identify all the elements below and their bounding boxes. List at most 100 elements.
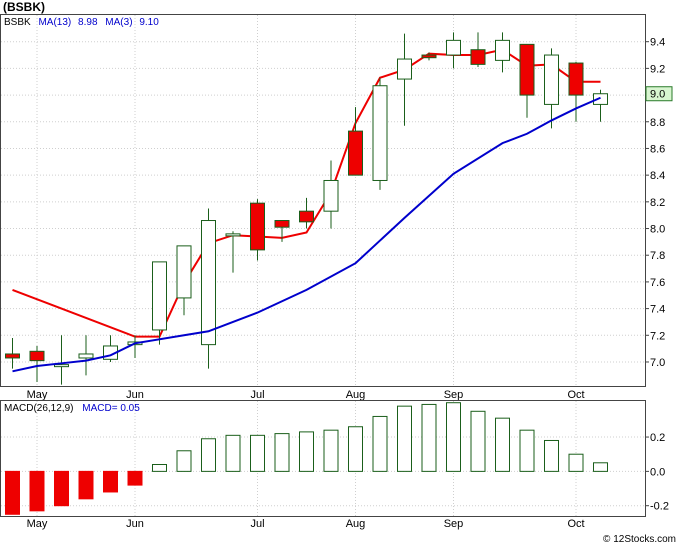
macd-bar-positive	[152, 464, 167, 472]
candle	[372, 77, 388, 190]
candle-body-up	[78, 353, 94, 359]
price-y-tick-label: 9.4	[650, 37, 665, 49]
candle-body-down	[568, 62, 584, 96]
candle	[568, 61, 584, 122]
candle	[225, 231, 241, 273]
price-x-tick-label: Jul	[250, 389, 264, 401]
candle-body-down	[274, 220, 290, 228]
candle	[470, 32, 486, 68]
price-y-tick-label: 7.0	[650, 357, 665, 369]
macd-legend: MACD(26,12,9) MACD= 0.05	[4, 403, 140, 414]
price-y-tick-label: 9.2	[650, 63, 665, 75]
macd-x-tick-label: May	[27, 518, 48, 530]
macd-bar-positive	[397, 405, 412, 472]
macd-bar-negative	[78, 470, 94, 500]
candle	[201, 208, 216, 369]
price-x-tick-label: Jun	[126, 389, 144, 401]
candle-body-up	[372, 85, 388, 181]
candle-body-down	[470, 49, 486, 65]
ma3-series	[12, 48, 601, 338]
macd-y-tick-label: 0.2	[650, 432, 665, 444]
price-y-tick-label: 8.0	[650, 224, 665, 236]
macd-bar-positive	[323, 429, 339, 472]
candle-body-up	[152, 261, 167, 331]
macd-bar-positive	[544, 439, 559, 472]
macd-bar-negative	[127, 470, 143, 486]
macd-x-tick-label: Aug	[346, 518, 366, 530]
candle	[593, 89, 608, 122]
candle-body-up	[544, 54, 559, 105]
macd-y-axis: -0.2 0.0 0.2	[645, 432, 669, 513]
price-y-tick-label: 8.8	[650, 117, 665, 129]
macd-bar-positive	[446, 402, 461, 472]
candle	[495, 32, 510, 73]
candle-body-down	[299, 210, 314, 223]
legend-ma3-label: MA(3)	[105, 17, 132, 28]
price-x-tick-label: Aug	[346, 389, 366, 401]
macd-bar-positive	[495, 417, 510, 472]
candle-body-up	[225, 233, 241, 237]
price-y-tick-label: 7.8	[650, 250, 665, 262]
candle	[29, 345, 45, 382]
candle	[544, 48, 559, 129]
candle-body-up	[176, 245, 192, 299]
candle	[274, 220, 290, 242]
candle-body-down	[348, 130, 363, 176]
macd-bar-negative	[103, 470, 118, 493]
price-y-tick-label: 8.6	[650, 143, 665, 155]
macd-legend-value-label: MACD=	[82, 403, 117, 414]
legend-ticker: BSBK	[4, 17, 31, 28]
macd-bar-positive	[568, 453, 584, 472]
candle	[78, 335, 94, 376]
candle	[54, 335, 69, 385]
candle-body-up	[54, 364, 69, 368]
candle-body-up	[495, 39, 510, 61]
macd-x-tick-label: Oct	[567, 518, 584, 530]
macd-bar-negative	[29, 470, 45, 512]
price-y-tick-label: 7.6	[650, 277, 665, 289]
candle	[152, 261, 167, 345]
macd-panel-frame	[0, 400, 646, 517]
macd-x-tick-label: Jun	[126, 518, 144, 530]
candle-body-up	[446, 39, 461, 56]
candle-body-down	[519, 43, 535, 96]
candle-body-up	[323, 179, 339, 212]
macd-y-tick-label: 0.0	[650, 466, 665, 478]
candle-body-up	[397, 58, 412, 80]
legend-ma3-value: 9.10	[139, 17, 159, 28]
candle	[176, 245, 192, 316]
chart-title: (BSBK)	[3, 0, 45, 14]
last-price-marker: 9.0	[645, 86, 673, 102]
candle	[5, 337, 20, 369]
ma13-line	[12, 96, 601, 373]
candle	[446, 32, 461, 69]
candle-body-down	[29, 350, 45, 362]
price-x-axis: May Jun Jul Aug Sep Oct	[27, 389, 585, 401]
macd-bar-positive	[299, 431, 314, 472]
macd-bar-positive	[421, 403, 437, 472]
price-x-tick-label: Oct	[567, 389, 584, 401]
legend-ma13-label: MA(13)	[38, 17, 71, 28]
price-legend: BSBK MA(13) 8.98 MA(3) 9.10	[4, 17, 159, 28]
candle	[299, 197, 314, 229]
candle	[348, 107, 363, 176]
macd-bar-positive	[519, 429, 535, 472]
price-panel-frame	[0, 14, 646, 387]
candles	[5, 32, 608, 385]
ma3-line	[12, 48, 601, 338]
macd-x-axis: May Jun Jul Aug Sep Oct	[27, 518, 585, 530]
last-price-box	[645, 86, 673, 102]
legend-ma13-value: 8.98	[78, 17, 98, 28]
macd-bar-positive	[201, 438, 216, 472]
macd-bar-positive	[176, 450, 192, 472]
macd-bar-negative	[54, 470, 69, 507]
price-y-tick-label: 7.4	[650, 304, 665, 316]
candle-body-down	[250, 202, 265, 251]
macd-x-tick-label: Jul	[250, 518, 264, 530]
macd-histogram	[5, 402, 608, 515]
macd-bar-negative	[5, 470, 20, 515]
macd-bar-positive	[225, 434, 241, 472]
macd-legend-label: MACD(26,12,9)	[4, 403, 73, 414]
candle-body-up	[201, 220, 216, 346]
